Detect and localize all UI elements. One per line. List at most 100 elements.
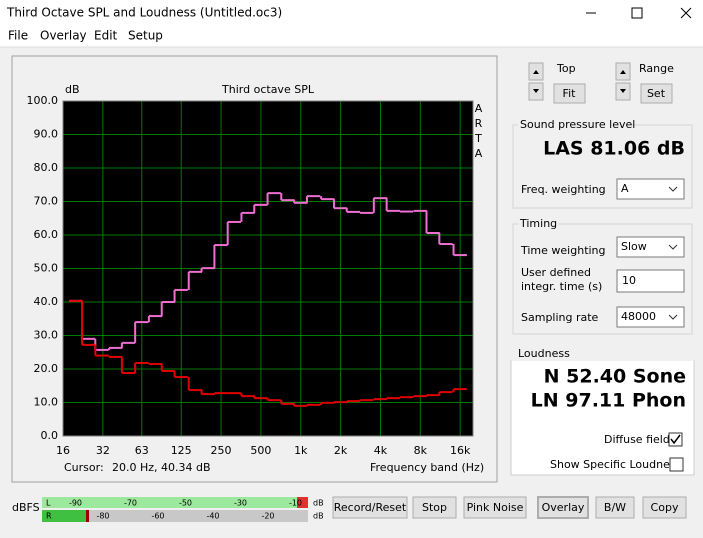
- y-axis-label: dB: [65, 83, 80, 96]
- y-tick-label: 80.0: [34, 161, 59, 174]
- set-button-label[interactable]: Set: [647, 87, 666, 100]
- meter-tick-label: -40: [206, 512, 219, 521]
- y-tick-label: 100.0: [27, 94, 59, 107]
- meter-end: dB: [313, 499, 324, 508]
- group-gap: [518, 217, 558, 231]
- menu-item[interactable]: Setup: [128, 29, 163, 43]
- x-tick-label: 8k: [414, 444, 428, 457]
- button[interactable]: [595, 496, 635, 519]
- freq-weighting-label: Freq. weighting: [521, 183, 606, 196]
- loudness-heading: Loudness: [518, 347, 570, 360]
- time-weighting-select[interactable]: [616, 236, 685, 258]
- timing-heading: Timing: [519, 217, 557, 230]
- button[interactable]: [642, 496, 687, 519]
- plot-frame: [62, 100, 474, 437]
- arrow: [620, 70, 626, 74]
- fit-button[interactable]: [553, 83, 586, 104]
- dropdown-arrow: [668, 186, 678, 192]
- meter-tick-label: -80: [96, 512, 109, 521]
- meter-end: dB: [313, 512, 324, 521]
- button-label[interactable]: Copy: [651, 501, 679, 514]
- integr-label: integr. time (s): [521, 280, 602, 293]
- cursor-value: 20.0 Hz, 40.34 dB: [112, 461, 211, 474]
- set-button[interactable]: [640, 83, 673, 104]
- button-label[interactable]: Stop: [422, 501, 447, 514]
- meter-r-bg: [42, 510, 308, 522]
- meter-r-peak: [86, 510, 89, 522]
- freq-weighting-select[interactable]: [616, 178, 685, 200]
- timing-group: [512, 223, 693, 335]
- diffuse-field-label: Diffuse field: [604, 433, 670, 446]
- y-tick-label: 60.0: [34, 228, 59, 241]
- meter-channel: L: [46, 499, 51, 508]
- spl-heading: Sound pressure level: [520, 118, 635, 131]
- step-riser: [81, 300, 455, 406]
- y-tick-label: 90.0: [34, 128, 59, 141]
- close-icon[interactable]: [680, 7, 692, 19]
- time-weighting-value[interactable]: Slow: [621, 240, 647, 253]
- sampling-rate-label: Sampling rate: [521, 311, 599, 324]
- brand: ARTA: [472, 102, 485, 162]
- integr-time-value[interactable]: 10: [622, 274, 636, 287]
- x-tick-label: 16: [56, 444, 70, 457]
- integr-label: User defined: [521, 266, 591, 279]
- meter-l-bg: [42, 497, 308, 508]
- x-tick-label: 16k: [450, 444, 471, 457]
- sampling-rate-select[interactable]: [616, 306, 685, 328]
- show-specific-label: Show Specific Loudness: [550, 458, 682, 471]
- x-axis-label: Frequency band (Hz): [370, 461, 484, 474]
- meter-tick-label: -50: [179, 499, 192, 508]
- meter-channel: R: [46, 512, 52, 521]
- fit-button-label[interactable]: Fit: [563, 87, 577, 100]
- checkmark: [670, 434, 681, 445]
- y-tick-label: 50.0: [34, 262, 59, 275]
- button[interactable]: [332, 496, 408, 519]
- arrow: [533, 89, 539, 93]
- x-tick-label: 250: [211, 444, 232, 457]
- arrow: [533, 70, 539, 74]
- show-specific-checkbox[interactable]: [669, 457, 684, 472]
- button-label[interactable]: Pink Noise: [467, 501, 524, 514]
- menu-item[interactable]: Edit: [94, 29, 118, 43]
- group-gap: [518, 118, 628, 132]
- button[interactable]: [537, 496, 589, 519]
- meter-tick-label: -20: [261, 512, 274, 521]
- button-label[interactable]: Record/Reset: [334, 501, 407, 514]
- x-tick-label: 63: [135, 444, 149, 457]
- button[interactable]: [412, 496, 457, 519]
- integr-time-input[interactable]: [616, 269, 685, 293]
- freq-weighting-value[interactable]: A: [621, 182, 629, 195]
- arrow: [620, 89, 626, 93]
- y-tick-label: 40.0: [34, 295, 59, 308]
- group-gap: [511, 346, 694, 361]
- meter-tick-label: -70: [124, 499, 137, 508]
- loudness-ln: LN 97.11 Phon: [531, 390, 686, 412]
- button-label[interactable]: Overlay: [542, 501, 585, 514]
- meter-l-clip: [297, 497, 308, 508]
- sampling-rate-value[interactable]: 48000: [621, 310, 656, 323]
- range-label: Range: [639, 62, 674, 75]
- maximize-icon[interactable]: [631, 7, 643, 19]
- loudness-n: N 52.40 Sone: [544, 366, 686, 388]
- dropdown-arrow: [668, 244, 678, 250]
- title-bar: [0, 0, 703, 25]
- menu-item[interactable]: File: [8, 29, 28, 43]
- meter-tick-label: -60: [151, 512, 164, 521]
- x-tick-label: 4k: [374, 444, 388, 457]
- x-tick-label: 32: [96, 444, 110, 457]
- y-tick-label: 20.0: [34, 362, 59, 375]
- top-label: Top: [556, 62, 576, 75]
- y-tick-label: 10.0: [34, 396, 59, 409]
- chart-title: Third octave SPL: [221, 83, 315, 96]
- button[interactable]: [463, 496, 527, 519]
- meter-r-fill: [42, 510, 88, 522]
- meter-tick-label: -10: [289, 499, 302, 508]
- cursor-label: Cursor:: [64, 461, 104, 474]
- menu-bar: [0, 25, 703, 47]
- menu-item[interactable]: Overlay: [40, 29, 87, 43]
- x-tick-label: 500: [250, 444, 271, 457]
- x-tick-label: 2k: [334, 444, 348, 457]
- loudness-group: [510, 359, 695, 476]
- button-label[interactable]: B/W: [604, 501, 626, 514]
